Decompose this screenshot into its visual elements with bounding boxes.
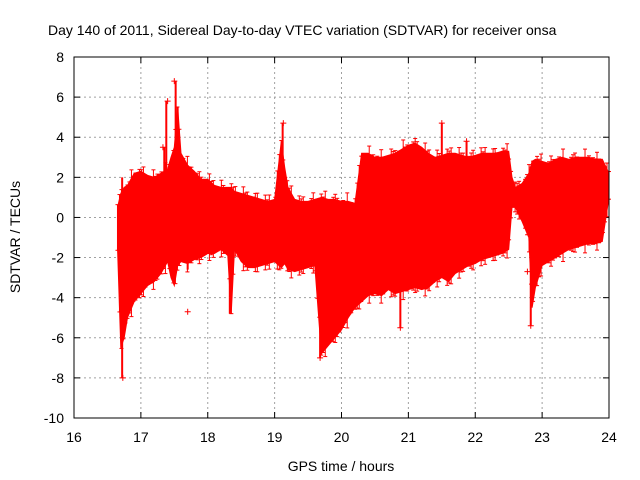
- sdtvar-point: [524, 268, 531, 275]
- y-tick-label: 8: [56, 49, 64, 65]
- y-tick-label: -8: [52, 370, 65, 386]
- x-tick-label: 20: [334, 429, 350, 445]
- y-tick-label: -4: [52, 290, 65, 306]
- y-axis-label: SDTVAR / TECUs: [7, 181, 23, 293]
- x-tick-label: 23: [534, 429, 550, 445]
- y-tick-label: -10: [44, 410, 64, 426]
- x-tick-label: 19: [267, 429, 283, 445]
- x-tick-label: 24: [601, 429, 617, 445]
- x-tick-label: 18: [200, 429, 216, 445]
- sdtvar-point: [463, 138, 470, 145]
- x-tick-label: 21: [401, 429, 417, 445]
- sdtvar-point: [171, 78, 178, 85]
- plot-frame: [73, 56, 610, 419]
- y-tick-label: 0: [56, 209, 64, 225]
- sdtvar-point: [280, 120, 287, 127]
- sdtvar-point: [438, 120, 445, 127]
- sdtvar-point: [119, 374, 126, 381]
- sdtvar-point: [184, 308, 191, 315]
- data-layer: [115, 78, 611, 381]
- y-tick-label: -2: [52, 250, 65, 266]
- x-axis-label: GPS time / hours: [288, 458, 395, 474]
- x-tick-label: 16: [66, 429, 82, 445]
- sdtvar-point: [527, 322, 534, 329]
- sdtvar-point: [397, 324, 404, 331]
- sdtvar-point: [164, 98, 171, 105]
- sdtvar-point: [159, 144, 166, 151]
- x-tick-label: 22: [467, 429, 483, 445]
- y-tick-label: 4: [56, 129, 64, 145]
- y-tick-label: 2: [56, 169, 64, 185]
- y-tick-label: -6: [52, 330, 65, 346]
- chart-title: Day 140 of 2011, Sidereal Day-to-day VTE…: [48, 22, 557, 38]
- x-tick-label: 17: [133, 429, 149, 445]
- y-tick-label: 6: [56, 89, 64, 105]
- sdtvar-point: [317, 354, 324, 361]
